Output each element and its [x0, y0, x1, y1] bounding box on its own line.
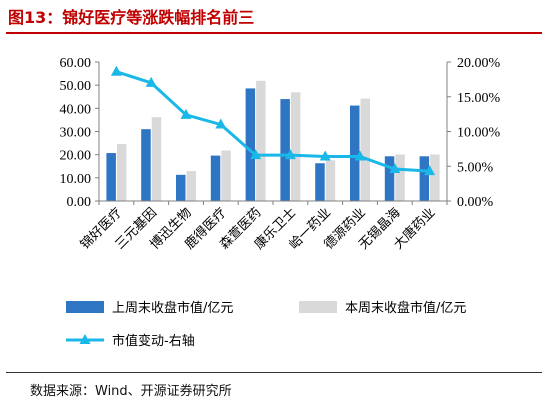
- bar-last-week: [176, 174, 186, 201]
- left-tick-label: 50.00: [60, 79, 92, 94]
- right-tick-label: 0.00%: [457, 195, 494, 210]
- change-marker: [250, 149, 262, 160]
- bar-this-week: [221, 150, 231, 201]
- right-tick-label: 15.00%: [457, 91, 501, 106]
- change-line: [115, 70, 430, 173]
- bar-last-week: [384, 156, 395, 201]
- bar-last-week: [210, 155, 221, 201]
- left-tick-label: 20.00: [60, 149, 92, 164]
- right-tick-label: 5.00%: [457, 160, 494, 175]
- change-marker: [319, 150, 331, 161]
- change-marker: [424, 165, 436, 176]
- bar-last-week: [245, 88, 256, 201]
- line-layer: [110, 65, 436, 176]
- legend-swatch-last-week: [66, 301, 104, 313]
- change-marker: [389, 163, 401, 174]
- bar-last-week: [280, 99, 290, 201]
- legend-label-change: 市值变动-右轴: [112, 333, 195, 349]
- right-tick-label: 10.00%: [457, 126, 501, 141]
- bar-this-week: [290, 92, 301, 201]
- change-marker: [145, 76, 157, 87]
- right-tick-label: 20.00%: [457, 56, 501, 71]
- left-tick-label: 0.00: [67, 195, 92, 210]
- bar-this-week: [395, 154, 405, 201]
- bar-this-week: [325, 160, 336, 201]
- legend-label-this-week: 本周末收盘市值/亿元: [345, 300, 466, 316]
- bar-this-week: [360, 98, 370, 201]
- legend-swatch-this-week: [299, 301, 337, 313]
- left-tick-label: 30.00: [60, 126, 92, 141]
- change-marker: [180, 108, 192, 119]
- left-tick-label: 10.00: [60, 172, 92, 187]
- bar-last-week: [106, 153, 116, 201]
- change-marker: [354, 150, 366, 161]
- bar-last-week: [350, 105, 360, 201]
- legend-marker-change: [79, 334, 91, 344]
- bar-this-week: [151, 117, 162, 201]
- title-rule: [6, 32, 542, 34]
- change-marker: [215, 118, 227, 129]
- bar-last-week: [315, 163, 325, 201]
- change-marker: [110, 65, 122, 76]
- bar-last-week: [419, 156, 430, 201]
- source-note: 数据来源：Wind、开源证券研究所: [30, 384, 232, 399]
- left-tick-label: 60.00: [60, 56, 92, 71]
- bar-this-week: [430, 154, 440, 201]
- change-marker: [284, 149, 296, 160]
- figure-title: 图13：锦好医疗等涨跌幅排名前三: [8, 8, 255, 27]
- bar-this-week: [186, 171, 196, 201]
- left-tick-label: 40.00: [60, 102, 92, 117]
- bar-this-week: [116, 144, 127, 201]
- axes-layer: [95, 61, 451, 205]
- bar-last-week: [141, 129, 151, 201]
- legend-label-last-week: 上周末收盘市值/亿元: [112, 300, 233, 316]
- bar-this-week: [256, 80, 266, 201]
- bars-layer: [106, 80, 440, 201]
- source-rule: [6, 372, 542, 373]
